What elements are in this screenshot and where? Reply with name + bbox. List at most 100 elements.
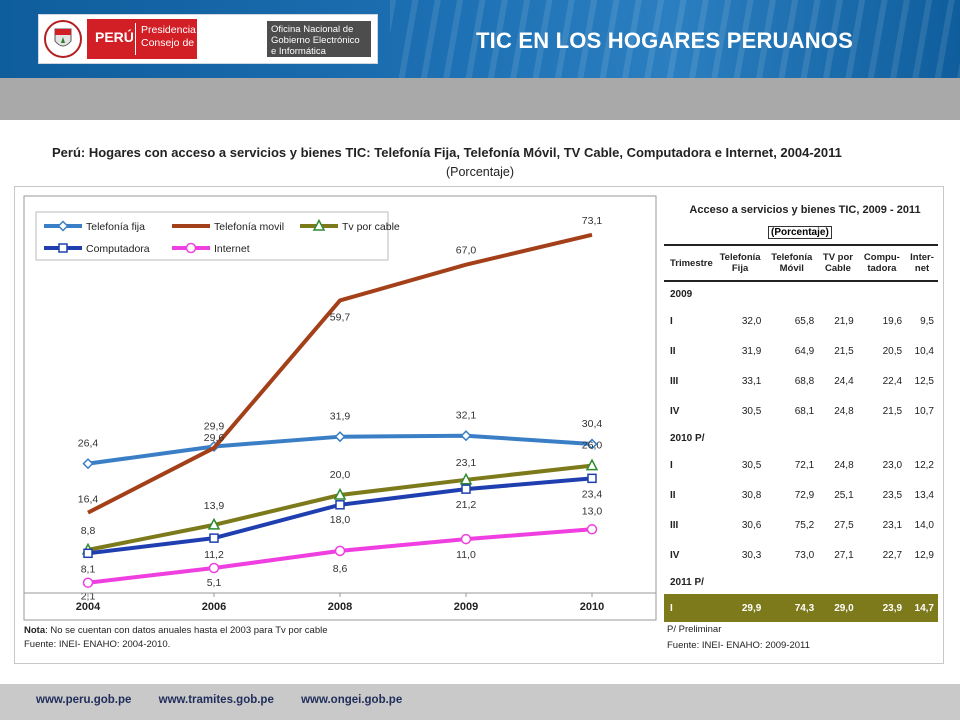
table-cell: 29,9 (714, 594, 766, 622)
table-row: III 33,1 68,8 24,4 22,4 12,5 (664, 366, 938, 396)
table-cell: 10,4 (914, 345, 934, 357)
table-cell: 14,0 (914, 519, 934, 531)
header-gray-band (0, 78, 960, 120)
table-cell: 9,5 (920, 315, 934, 327)
table-source: Fuente: INEI- ENAHO: 2009-2011 (667, 640, 810, 651)
table-cell: 23,5 (882, 489, 903, 501)
table-cell: 30,5 (741, 405, 762, 417)
table-cell: 29,0 (818, 594, 858, 622)
quarter-label: I (664, 594, 715, 622)
table-cell: 23,0 (882, 459, 903, 471)
quarter-label: I (670, 459, 673, 471)
table-title: Acceso a servicios y bienes TIC, 2009 - … (689, 204, 921, 216)
table-column-header: Inter-net (906, 244, 938, 282)
table-column-header: Compu-tadora (857, 244, 907, 282)
table-cell: 20,5 (882, 345, 903, 357)
table-cell: 12,2 (914, 459, 934, 471)
table-cell: 24,8 (834, 459, 854, 471)
quarter-label: II (670, 345, 676, 357)
table-cell: 19,6 (882, 315, 903, 327)
table-column-header: TV por Cable (818, 244, 858, 282)
government-logo[interactable]: PERÚ Presidencia del Consejo de Ministro… (38, 14, 378, 64)
table-cell: 32,0 (741, 315, 762, 327)
peru-brand-block: PERÚ Presidencia del Consejo de Ministro… (87, 19, 239, 59)
coat-of-arms-icon (44, 20, 82, 58)
table-cell: 12,5 (914, 375, 934, 387)
table-cell: 30,6 (741, 519, 762, 531)
table-cell: 23,1 (882, 519, 903, 531)
table-cell: 12,9 (914, 549, 934, 561)
nota-text: : No se cuentan con datos anuales hasta … (45, 625, 328, 636)
table-cell: 10,7 (914, 405, 934, 417)
quarter-label: I (670, 315, 673, 327)
table-cell: 74,3 (765, 594, 819, 622)
year-label: 2011 P/ (670, 576, 704, 588)
table-cell: 31,9 (741, 345, 762, 357)
table-cell: 65,8 (794, 315, 815, 327)
table-row: I 32,0 65,8 21,9 19,6 9,5 (664, 306, 938, 336)
table-cell: 24,8 (834, 405, 854, 417)
table-cell: 68,8 (794, 375, 815, 387)
table-row: IV 30,3 73,0 27,1 22,7 12,9 (664, 540, 938, 570)
footer-link-ongei[interactable]: www.ongei.gob.pe (301, 694, 403, 706)
pcm-label: Presidencia del Consejo de Ministros (141, 24, 240, 49)
table-cell: 30,5 (741, 459, 762, 471)
table-row: I 29,9 74,3 29,0 23,9 14,7 (664, 594, 938, 622)
table-cell: 25,1 (834, 489, 854, 501)
quarter-label: II (670, 489, 676, 501)
chart-title: Perú: Hogares con acceso a servicios y b… (52, 145, 842, 160)
footer-link-tramites[interactable]: www.tramites.gob.pe (158, 694, 274, 706)
table-note: P/ Preliminar Fuente: INEI- ENAHO: 2009-… (667, 622, 810, 654)
footer-link-peru[interactable]: www.peru.gob.pe (36, 694, 132, 706)
table-cell: 72,1 (794, 459, 815, 471)
quarter-label: III (670, 519, 679, 531)
table-column-header: Telefonía Fija (714, 244, 766, 282)
table-year-row: 2011 P/ (664, 570, 938, 594)
table-row: IV 30,5 68,1 24,8 21,5 10,7 (664, 396, 938, 426)
table-cell: 21,5 (882, 405, 903, 417)
table-year-row: 2009 (664, 281, 938, 306)
brand-divider (135, 23, 136, 55)
header-decoration (390, 0, 960, 78)
year-label: 2009 (670, 288, 693, 300)
table-row: II 30,8 72,9 25,1 23,5 13,4 (664, 480, 938, 510)
chart-subtitle: (Porcentaje) (445, 165, 515, 179)
footer-links: www.peru.gob.pe www.tramites.gob.pe www.… (36, 694, 426, 706)
table-cell: 72,9 (794, 489, 815, 501)
table-cell: 13,4 (914, 489, 934, 501)
year-label: 2010 P/ (670, 432, 705, 444)
table-cell: 73,0 (794, 549, 815, 561)
table-header-row: Trimestre Telefonía Fija Telefonía Móvil TV… (664, 244, 938, 282)
table-cell: 27,5 (834, 519, 854, 531)
table-cell: 22,4 (882, 375, 903, 387)
table-cell: 30,3 (741, 549, 762, 561)
footer-bar: www.peru.gob.pe www.tramites.gob.pe www.… (0, 684, 960, 720)
quarter-label: III (670, 375, 679, 387)
nota-label: Nota (24, 625, 46, 636)
page-title: TIC EN LOS HOGARES PERUANOS (476, 28, 853, 53)
table-cell: 22,7 (882, 549, 903, 561)
chart-note: Nota: No se cuentan con datos anuales ha… (24, 624, 328, 652)
table-row: II 31,9 64,9 21,5 20,5 10,4 (664, 336, 938, 366)
tic-access-table: Trimestre Telefonía Fija Telefonía Móvil TV… (664, 244, 938, 622)
table-year-row: 2010 P/ (664, 426, 938, 450)
table-cell: 24,4 (834, 375, 854, 387)
table-row: I 30,5 72,1 24,8 23,0 12,2 (664, 450, 938, 480)
table-cell: 21,9 (834, 315, 854, 327)
table-cell: 21,5 (834, 345, 854, 357)
table-cell: 27,1 (834, 549, 854, 561)
table-cell: 33,1 (741, 375, 762, 387)
quarter-label: IV (670, 549, 680, 561)
table-unit: (Porcentaje) (768, 226, 832, 239)
table-column-header: Trimestre (664, 244, 715, 282)
table-cell: 14,7 (906, 594, 938, 622)
chart-source: Fuente: INEI- ENAHO: 2004-2010. (24, 639, 171, 650)
table-row: III 30,6 75,2 27,5 23,1 14,0 (664, 510, 938, 540)
table-cell: 68,1 (794, 405, 815, 417)
quarter-label: IV (670, 405, 680, 417)
table-cell: 23,9 (857, 594, 907, 622)
header-banner: PERÚ Presidencia del Consejo de Ministro… (0, 0, 960, 78)
table-cell: 64,9 (794, 345, 815, 357)
preliminary-note: P/ Preliminar (667, 624, 722, 635)
table-cell: 75,2 (794, 519, 815, 531)
